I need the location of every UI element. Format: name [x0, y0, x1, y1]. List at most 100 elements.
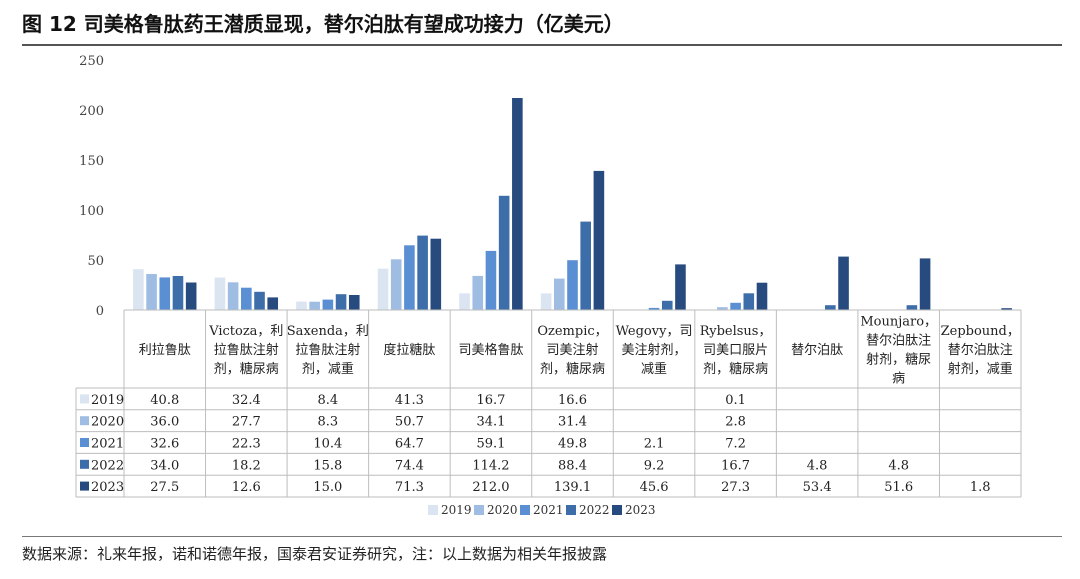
bar: [498, 195, 510, 310]
bar: [472, 275, 484, 310]
data-value: 7.2: [725, 437, 746, 452]
source-note: 数据来源：礼来年报，诺和诺德年报，国泰君安证券研究，注：以上数据为相关年报披露: [22, 545, 608, 563]
category-label: 度拉糖肽: [383, 342, 435, 358]
category-label: 剂，减重: [302, 361, 354, 377]
bar: [254, 291, 265, 310]
bar: [661, 300, 673, 310]
bar: [919, 258, 931, 310]
y-tick-label: 150: [79, 154, 104, 169]
category-label: 拉鲁肽注射: [214, 342, 279, 358]
category-label: 司美格鲁肽: [458, 342, 523, 358]
bar: [567, 260, 578, 310]
data-value: 41.3: [395, 393, 424, 408]
y-tick-label: 50: [87, 254, 104, 269]
title-divider: [22, 44, 1062, 46]
bar: [322, 299, 334, 310]
data-value: 51.6: [884, 480, 913, 495]
category-label: 替尔泊肽: [791, 343, 843, 358]
bar: [743, 293, 755, 310]
bar: [648, 307, 660, 310]
data-value: 32.6: [150, 437, 179, 452]
row-legend-swatch: [80, 438, 89, 447]
bar: [554, 278, 565, 310]
category-label: 射剂，糖尿: [866, 352, 931, 368]
data-value: 8.3: [318, 415, 339, 430]
bar: [906, 305, 918, 310]
category-label: 利拉鲁肽: [139, 343, 191, 358]
bar: [485, 250, 497, 310]
data-value: 59.1: [476, 437, 505, 452]
data-value: 36.0: [150, 415, 179, 430]
bar: [146, 274, 157, 310]
row-legend-swatch: [80, 394, 89, 404]
bar: [267, 297, 279, 310]
data-value: 27.7: [232, 415, 261, 430]
bar: [593, 170, 605, 310]
category-label: Saxenda，利: [287, 324, 369, 339]
legend-label: 2022: [579, 503, 610, 517]
data-value: 34.1: [476, 415, 505, 430]
category-label: 美注射剂，: [622, 342, 687, 358]
data-value: 0.1: [725, 393, 746, 408]
bar: [335, 294, 347, 310]
bar: [227, 282, 239, 310]
category-label: Rybelsus，: [700, 324, 772, 339]
data-value: 16.7: [476, 393, 505, 408]
data-value: 22.3: [232, 437, 261, 452]
bar: [309, 301, 320, 310]
category-label: 替尔泊肽注: [948, 343, 1013, 358]
data-value: 4.8: [888, 458, 909, 473]
category-label: Wegovy，司: [616, 324, 693, 339]
data-value: 16.7: [721, 458, 750, 473]
data-value: 27.3: [721, 480, 750, 495]
category-label: Ozempic，: [537, 324, 607, 339]
bar: [159, 277, 171, 310]
row-legend-swatch: [80, 459, 89, 469]
bar: [580, 221, 591, 310]
category-label: 剂，糖尿病: [214, 361, 279, 377]
data-value: 53.4: [803, 480, 832, 495]
legend-swatch: [428, 505, 438, 515]
legend-label: 2020: [487, 503, 518, 517]
data-value: 1.8: [970, 480, 991, 495]
bar: [540, 293, 552, 310]
row-year-label: 2019: [91, 393, 124, 408]
bar: [241, 287, 252, 310]
legend-label: 2023: [625, 503, 656, 517]
data-value: 49.8: [558, 437, 587, 452]
bar: [296, 301, 307, 310]
data-value: 34.0: [150, 458, 179, 473]
data-value: 212.0: [472, 480, 509, 495]
data-value: 88.4: [558, 458, 587, 473]
data-value: 71.3: [395, 480, 424, 495]
y-tick-label: 100: [79, 204, 104, 219]
chart-title: 图 12 司美格鲁肽药王潜质显现，替尔泊肽有望成功接力（亿美元）: [22, 12, 624, 36]
data-value: 27.5: [150, 480, 179, 495]
category-label: 替尔泊肽注: [866, 334, 931, 349]
bar: [404, 245, 415, 310]
bar: [756, 282, 768, 310]
footer-divider: [22, 536, 1062, 537]
category-label: 拉鲁肽注射: [295, 342, 360, 358]
data-value: 139.1: [554, 480, 591, 495]
y-tick-label: 250: [79, 54, 104, 69]
category-label: 司美注射: [546, 342, 598, 358]
bar: [1001, 308, 1012, 310]
category-label: 射剂，减重: [948, 361, 1013, 377]
row-year-label: 2020: [91, 415, 124, 430]
data-value: 50.7: [395, 415, 424, 430]
row-legend-swatch: [80, 416, 89, 426]
data-value: 18.2: [232, 458, 261, 473]
row-year-label: 2023: [91, 480, 124, 495]
bar: [390, 259, 402, 310]
bar: [214, 277, 226, 310]
legend-swatch: [566, 505, 576, 515]
data-value: 12.6: [232, 480, 261, 495]
data-value: 45.6: [640, 480, 669, 495]
bar: [730, 302, 741, 310]
legend-label: 2019: [441, 503, 472, 517]
bar: [172, 276, 184, 310]
data-value: 2.8: [725, 415, 746, 430]
category-label: 司美口服片: [703, 343, 768, 358]
